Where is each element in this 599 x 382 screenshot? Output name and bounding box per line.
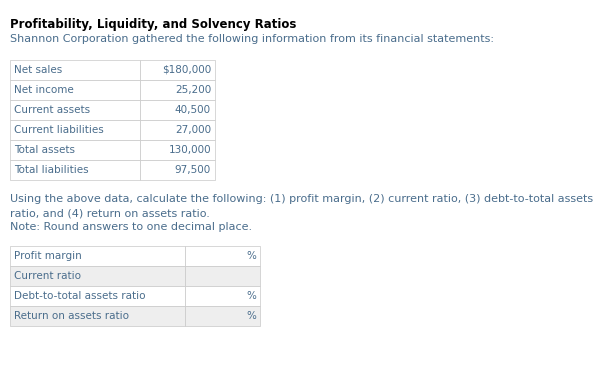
Bar xyxy=(10,306,185,326)
Text: 40,500: 40,500 xyxy=(175,105,211,115)
Text: 130,000: 130,000 xyxy=(168,145,211,155)
Text: Net sales: Net sales xyxy=(14,65,62,75)
Text: ratio, and (4) return on assets ratio.: ratio, and (4) return on assets ratio. xyxy=(10,208,210,218)
Bar xyxy=(10,160,140,180)
Text: Using the above data, calculate the following: (1) profit margin, (2) current ra: Using the above data, calculate the foll… xyxy=(10,194,593,204)
Text: %: % xyxy=(246,291,256,301)
Text: Profit margin: Profit margin xyxy=(14,251,81,261)
Bar xyxy=(10,246,185,266)
Bar xyxy=(185,266,260,286)
Bar xyxy=(10,100,140,120)
Bar xyxy=(185,246,260,266)
Text: Current liabilities: Current liabilities xyxy=(14,125,104,135)
Text: 97,500: 97,500 xyxy=(175,165,211,175)
Text: Note: Round answers to one decimal place.: Note: Round answers to one decimal place… xyxy=(10,222,252,232)
Text: Profitability, Liquidity, and Solvency Ratios: Profitability, Liquidity, and Solvency R… xyxy=(10,18,297,31)
Bar xyxy=(10,80,140,100)
Bar xyxy=(10,120,140,140)
Text: %: % xyxy=(246,251,256,261)
Text: Debt-to-total assets ratio: Debt-to-total assets ratio xyxy=(14,291,146,301)
Bar xyxy=(10,140,140,160)
Text: Total assets: Total assets xyxy=(14,145,75,155)
Text: Total liabilities: Total liabilities xyxy=(14,165,89,175)
Text: Current ratio: Current ratio xyxy=(14,271,81,281)
Bar xyxy=(140,100,215,120)
Bar xyxy=(140,160,215,180)
Bar xyxy=(10,266,185,286)
Bar xyxy=(140,80,215,100)
Bar xyxy=(185,286,260,306)
Bar xyxy=(185,306,260,326)
Text: $180,000: $180,000 xyxy=(162,65,211,75)
Bar xyxy=(140,60,215,80)
Text: 25,200: 25,200 xyxy=(175,85,211,95)
Text: Shannon Corporation gathered the following information from its financial statem: Shannon Corporation gathered the followi… xyxy=(10,34,494,44)
Bar xyxy=(10,60,140,80)
Bar xyxy=(140,140,215,160)
Text: %: % xyxy=(246,311,256,321)
Text: Net income: Net income xyxy=(14,85,74,95)
Bar xyxy=(10,286,185,306)
Bar xyxy=(140,120,215,140)
Text: Return on assets ratio: Return on assets ratio xyxy=(14,311,129,321)
Text: 27,000: 27,000 xyxy=(175,125,211,135)
Text: Current assets: Current assets xyxy=(14,105,90,115)
